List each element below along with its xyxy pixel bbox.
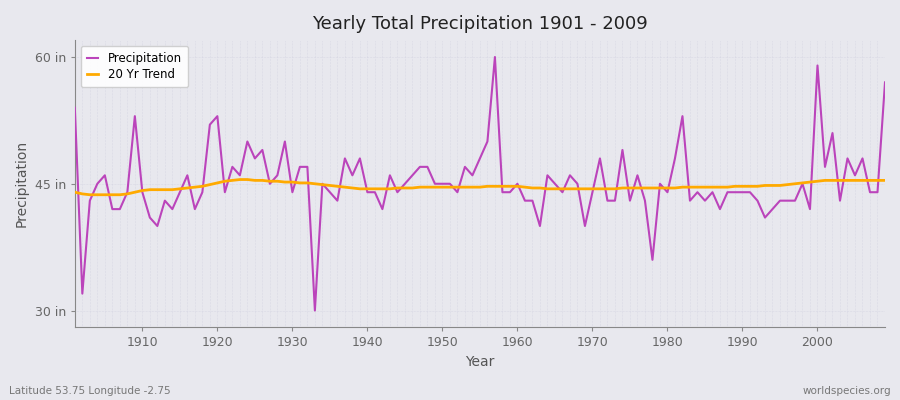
- Text: worldspecies.org: worldspecies.org: [803, 386, 891, 396]
- Title: Yearly Total Precipitation 1901 - 2009: Yearly Total Precipitation 1901 - 2009: [312, 15, 648, 33]
- Precipitation: [490, 55, 500, 60]
- 20 Yr Trend: [527, 186, 538, 190]
- Precipitation: [617, 148, 628, 152]
- Precipitation: [130, 114, 140, 118]
- Y-axis label: Precipitation: Precipitation: [15, 140, 29, 227]
- 20 Yr Trend: [235, 177, 246, 182]
- 20 Yr Trend: [69, 190, 80, 195]
- Legend: Precipitation, 20 Yr Trend: Precipitation, 20 Yr Trend: [81, 46, 188, 87]
- 20 Yr Trend: [519, 185, 530, 190]
- 20 Yr Trend: [310, 181, 320, 186]
- Precipitation: [347, 173, 358, 178]
- Line: 20 Yr Trend: 20 Yr Trend: [75, 180, 885, 195]
- Precipitation: [519, 198, 530, 203]
- Precipitation: [69, 105, 80, 110]
- 20 Yr Trend: [355, 186, 365, 191]
- Precipitation: [879, 80, 890, 85]
- 20 Yr Trend: [137, 188, 148, 193]
- Line: Precipitation: Precipitation: [75, 57, 885, 310]
- 20 Yr Trend: [85, 192, 95, 197]
- 20 Yr Trend: [617, 186, 628, 190]
- Precipitation: [310, 308, 320, 313]
- Precipitation: [294, 164, 305, 169]
- X-axis label: Year: Year: [465, 355, 495, 369]
- 20 Yr Trend: [879, 178, 890, 183]
- Precipitation: [527, 198, 538, 203]
- Text: Latitude 53.75 Longitude -2.75: Latitude 53.75 Longitude -2.75: [9, 386, 171, 396]
